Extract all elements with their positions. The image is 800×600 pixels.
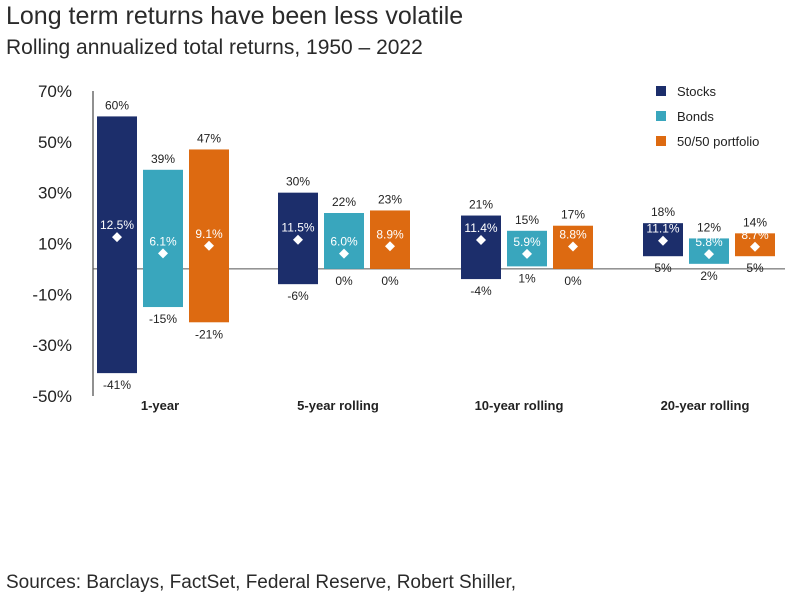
max-label: 60%	[105, 98, 129, 112]
min-label: 5%	[746, 261, 764, 275]
legend-swatch-portfolio	[656, 136, 666, 146]
average-marker	[158, 248, 168, 259]
max-label: 21%	[469, 198, 493, 212]
category-label: 20-year rolling	[661, 398, 750, 413]
average-marker	[522, 248, 532, 259]
average-marker	[385, 241, 395, 252]
min-label: 0%	[381, 274, 399, 288]
average-marker	[293, 234, 303, 245]
average-label: 8.7%	[741, 228, 769, 242]
average-label: 11.1%	[646, 222, 679, 236]
y-tick-label: 10%	[38, 235, 72, 254]
min-label: -21%	[195, 327, 223, 341]
legend-label: Bonds	[677, 109, 714, 124]
average-marker	[568, 241, 578, 252]
legend-label: Stocks	[677, 84, 717, 99]
legend-label: 50/50 portfolio	[677, 134, 759, 149]
category-label: 1-year	[141, 398, 179, 413]
min-label: 1%	[518, 271, 536, 285]
max-label: 14%	[743, 215, 767, 229]
legend-swatch-stocks	[656, 86, 666, 96]
average-marker	[658, 235, 668, 246]
y-tick-label: 50%	[38, 133, 72, 152]
average-label: 6.0%	[330, 235, 358, 249]
y-tick-label: -10%	[32, 285, 72, 304]
average-marker	[204, 240, 214, 251]
average-label: 11.4%	[464, 221, 497, 235]
average-marker	[704, 249, 714, 260]
chart-subtitle: Rolling annualized total returns, 1950 –…	[6, 36, 423, 59]
average-label: 8.9%	[376, 227, 404, 241]
category-label: 5-year rolling	[297, 398, 379, 413]
y-tick-label: 70%	[38, 82, 72, 101]
min-label: -6%	[287, 289, 309, 303]
average-label: 12.5%	[100, 218, 134, 232]
bar-stocks	[461, 215, 501, 280]
max-label: 30%	[286, 175, 310, 189]
bar-portfolio	[189, 149, 229, 323]
max-label: 39%	[151, 152, 175, 166]
average-label: 5.8%	[695, 235, 723, 249]
returns-bar-chart: 70% 50% 30% 10% -10% -30% -50% 12.5% 60% -41% 11.5…	[32, 82, 785, 413]
max-label: 18%	[651, 205, 675, 219]
max-label: 15%	[515, 213, 539, 227]
average-label: 11.5%	[281, 221, 314, 235]
min-label: 5%	[654, 261, 672, 275]
y-tick-label: 30%	[38, 184, 72, 203]
max-label: 12%	[697, 220, 721, 234]
max-label: 23%	[378, 192, 402, 206]
average-marker	[112, 232, 122, 243]
min-label: -41%	[103, 378, 131, 392]
chart-title: Long term returns have been less volatil…	[6, 2, 464, 30]
average-marker	[476, 234, 486, 245]
bar-bonds	[507, 230, 547, 267]
average-label: 8.8%	[559, 228, 587, 242]
source-note: Sources: Barclays, FactSet, Federal Rese…	[6, 572, 517, 593]
bar-stocks	[97, 116, 137, 374]
min-label: -4%	[470, 284, 492, 298]
average-label: 6.1%	[149, 234, 177, 248]
bar-bonds	[143, 169, 183, 308]
min-label: 2%	[700, 269, 718, 283]
average-marker	[750, 241, 760, 252]
bar-portfolio	[370, 210, 410, 269]
average-label: 5.9%	[513, 235, 541, 249]
max-label: 47%	[197, 131, 221, 145]
bar-bonds	[324, 213, 364, 269]
min-label: -15%	[149, 312, 177, 326]
min-label: 0%	[335, 274, 353, 288]
category-label: 10-year rolling	[475, 398, 564, 413]
min-label: 0%	[564, 274, 582, 288]
y-tick-label: -30%	[32, 336, 72, 355]
average-marker	[339, 248, 349, 259]
max-label: 22%	[332, 195, 356, 209]
y-tick-label: -50%	[32, 387, 72, 406]
legend-swatch-bonds	[656, 111, 666, 121]
max-label: 17%	[561, 208, 585, 222]
average-label: 9.1%	[195, 227, 223, 241]
